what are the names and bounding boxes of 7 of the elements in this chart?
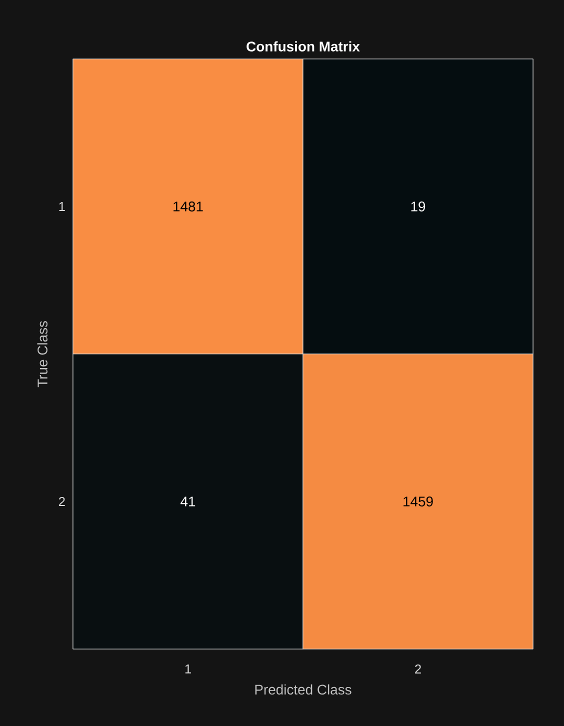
chart-title: Confusion Matrix [246, 41, 360, 52]
data-label: 1459 [404, 496, 433, 506]
y-axis-title: True Class [37, 321, 48, 388]
data-label: 19 [411, 202, 426, 212]
x-axis-title: Predicted Class [255, 684, 352, 695]
data-label: 41 [180, 496, 196, 506]
data-label: 1481 [174, 202, 203, 212]
